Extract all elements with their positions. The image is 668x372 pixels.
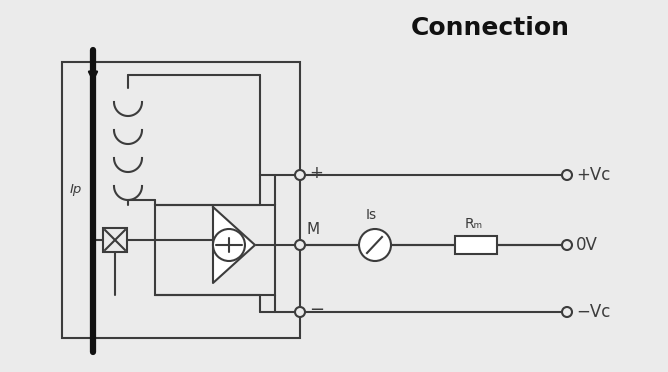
- Polygon shape: [213, 207, 255, 283]
- Text: +: +: [309, 164, 323, 182]
- Circle shape: [295, 307, 305, 317]
- Circle shape: [295, 240, 305, 250]
- Circle shape: [562, 307, 572, 317]
- Bar: [455, 236, 497, 254]
- Circle shape: [295, 170, 305, 180]
- Text: Ip: Ip: [70, 183, 82, 196]
- Circle shape: [562, 170, 572, 180]
- Circle shape: [213, 229, 245, 261]
- Text: +Vc: +Vc: [576, 166, 611, 184]
- Bar: [103, 228, 127, 252]
- Text: Connection: Connection: [411, 16, 570, 40]
- Bar: [155, 205, 275, 295]
- Text: −: −: [309, 301, 324, 319]
- Text: Rₘ: Rₘ: [465, 217, 483, 231]
- Text: M: M: [306, 221, 319, 237]
- Text: Is: Is: [366, 208, 377, 222]
- Text: 0V: 0V: [576, 236, 598, 254]
- Circle shape: [562, 240, 572, 250]
- Circle shape: [359, 229, 391, 261]
- Bar: [62, 62, 300, 338]
- Text: −Vc: −Vc: [576, 303, 611, 321]
